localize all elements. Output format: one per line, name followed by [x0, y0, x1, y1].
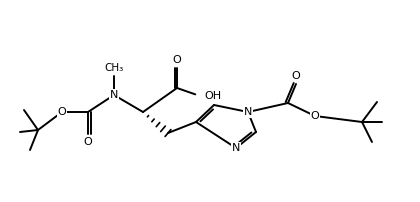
Text: O: O — [173, 55, 181, 65]
Text: O: O — [58, 107, 66, 117]
Text: N: N — [244, 107, 252, 117]
Text: N: N — [110, 90, 118, 100]
Text: CH₃: CH₃ — [105, 63, 123, 73]
Text: O: O — [84, 137, 92, 147]
Text: OH: OH — [204, 91, 221, 101]
Text: O: O — [311, 111, 319, 121]
Text: O: O — [291, 71, 300, 81]
Text: N: N — [232, 143, 240, 153]
